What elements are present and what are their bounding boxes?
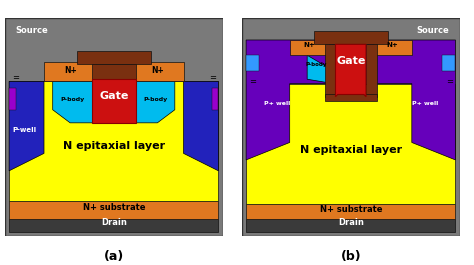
Text: P-body: P-body — [60, 97, 84, 102]
Bar — [442, 55, 456, 70]
Text: Gate: Gate — [336, 56, 365, 66]
Text: N epitaxial layer: N epitaxial layer — [300, 145, 402, 155]
Bar — [44, 62, 96, 81]
Bar — [9, 201, 219, 219]
Polygon shape — [246, 40, 333, 160]
Polygon shape — [307, 55, 333, 83]
Polygon shape — [368, 40, 456, 160]
Text: (a): (a) — [104, 250, 124, 263]
Bar — [246, 55, 259, 70]
Text: Gate: Gate — [99, 91, 128, 101]
Text: P-well: P-well — [12, 127, 36, 132]
Text: P+ well: P+ well — [412, 101, 438, 106]
Bar — [290, 40, 329, 55]
Text: Source: Source — [416, 26, 449, 36]
Bar — [246, 219, 456, 232]
Polygon shape — [9, 81, 44, 171]
Text: N+ substrate: N+ substrate — [319, 205, 382, 214]
Text: $=$: $=$ — [445, 77, 454, 86]
Bar — [9, 88, 16, 110]
Bar — [131, 62, 183, 81]
Text: $=$: $=$ — [208, 72, 217, 81]
Text: Drain: Drain — [338, 218, 364, 227]
Text: Source: Source — [16, 26, 48, 36]
Polygon shape — [183, 81, 219, 171]
Text: N epitaxial layer: N epitaxial layer — [63, 141, 165, 151]
Bar — [9, 81, 219, 201]
Bar — [246, 83, 456, 204]
Bar — [325, 44, 336, 97]
Bar — [92, 79, 136, 123]
Bar — [92, 64, 136, 79]
Bar — [77, 51, 151, 64]
Text: Drain: Drain — [101, 218, 127, 227]
Bar — [9, 219, 219, 232]
Text: N+: N+ — [386, 42, 398, 47]
Text: N+: N+ — [64, 66, 76, 75]
Text: P-body: P-body — [143, 97, 167, 102]
Bar — [325, 95, 377, 101]
Text: $=$: $=$ — [248, 77, 258, 86]
Polygon shape — [131, 81, 175, 123]
Text: N+ substrate: N+ substrate — [82, 203, 145, 212]
Bar — [246, 204, 456, 219]
Text: N+: N+ — [303, 42, 315, 47]
Text: $=$: $=$ — [11, 72, 21, 81]
Bar — [366, 44, 377, 97]
Text: P-body: P-body — [305, 62, 327, 67]
Bar — [314, 31, 388, 44]
Polygon shape — [336, 44, 366, 97]
Polygon shape — [53, 81, 96, 123]
Text: (b): (b) — [340, 250, 361, 263]
Text: N+: N+ — [151, 66, 164, 75]
Bar — [373, 40, 412, 55]
Bar — [212, 88, 219, 110]
Text: P+ well: P+ well — [264, 101, 290, 106]
